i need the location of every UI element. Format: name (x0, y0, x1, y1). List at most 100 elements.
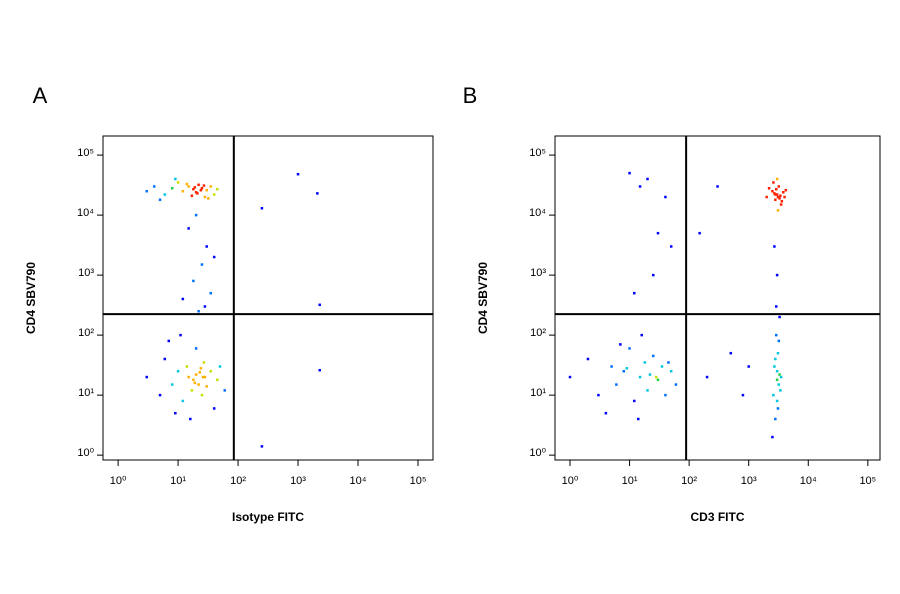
event-dot (652, 354, 655, 358)
event-dot (212, 193, 216, 196)
event-dot (776, 407, 780, 410)
event-dot (209, 370, 212, 373)
event-dot (765, 195, 768, 199)
event-dot (771, 435, 774, 439)
event-dot (194, 373, 198, 376)
event-dot (197, 183, 200, 187)
x-tick-label: 10⁵ (859, 475, 876, 487)
event-dot (637, 417, 640, 421)
event-dot (187, 375, 190, 379)
event-dot (669, 370, 673, 373)
event-dot (181, 297, 185, 301)
y-tick-label: 10⁰ (529, 447, 546, 459)
event-dot (640, 333, 643, 337)
event-dot (260, 445, 264, 448)
event-dot (773, 245, 776, 248)
event-dot (199, 188, 203, 192)
event-dot (775, 273, 779, 277)
event-dot (200, 393, 204, 397)
event-dot (205, 385, 208, 388)
event-dot (622, 370, 626, 373)
event-dot (698, 231, 701, 235)
event-dot (163, 193, 167, 196)
x-tick-label: 10⁴ (800, 475, 817, 487)
event-dot (775, 399, 779, 403)
event-dot (171, 383, 174, 386)
event-dot (778, 315, 781, 319)
event-dot (648, 373, 652, 376)
event-dot (654, 375, 658, 379)
event-dot (586, 357, 590, 361)
event-dot (729, 351, 733, 355)
event-dot (185, 365, 189, 368)
event-dot (200, 263, 204, 266)
y-tick-label: 10⁵ (77, 147, 94, 159)
event-dot (674, 383, 678, 386)
event-dot (216, 378, 219, 382)
event-dot (216, 187, 219, 191)
event-dot (187, 185, 190, 188)
event-dot (207, 197, 210, 200)
event-dot (218, 365, 222, 368)
event-dot (181, 399, 185, 403)
event-dot (203, 195, 207, 199)
event-dot (633, 399, 636, 403)
event-dot (163, 357, 167, 361)
event-dot (779, 389, 782, 392)
event-dot (771, 189, 774, 193)
event-dot (619, 343, 622, 346)
event-dot (158, 393, 162, 397)
event-dot (192, 378, 195, 382)
x-tick-label: 10⁰ (562, 475, 579, 487)
event-dot (203, 305, 207, 308)
event-dot (212, 407, 216, 410)
event-dot (196, 192, 199, 195)
event-dot (781, 191, 785, 194)
event-dot (775, 370, 779, 373)
event-dot (783, 195, 786, 199)
x-tick-label: 10¹ (170, 475, 186, 487)
event-dot (633, 291, 636, 295)
event-dot (176, 370, 180, 373)
y-tick-label: 10² (78, 327, 94, 339)
event-dot (212, 255, 216, 259)
event-dot (774, 417, 777, 421)
event-dot (664, 195, 667, 199)
event-dot (776, 351, 780, 355)
event-dot (202, 361, 206, 364)
event-dot (705, 375, 709, 379)
event-dot (194, 191, 198, 194)
event-dot (780, 200, 784, 203)
y-tick-label: 10¹ (78, 387, 94, 399)
x-tick-label: 10⁰ (110, 475, 127, 487)
y-tick-label: 10³ (530, 267, 546, 279)
event-dot (784, 188, 788, 192)
event-dot (767, 187, 771, 190)
y-tick-label: 10⁴ (77, 207, 94, 219)
event-dot (194, 347, 198, 350)
event-dot (176, 181, 180, 184)
event-dot (316, 192, 319, 195)
event-dot (652, 273, 655, 277)
x-tick-label: 10¹ (622, 475, 638, 487)
event-dot (779, 194, 782, 198)
event-dot (192, 187, 195, 191)
event-dot (747, 365, 750, 368)
event-dot (669, 245, 673, 248)
event-dot (171, 187, 174, 190)
event-dot (200, 187, 204, 190)
panel-label: B (463, 83, 478, 108)
event-dot (209, 291, 212, 295)
event-dot (202, 184, 206, 187)
event-dot (604, 411, 608, 415)
event-dot (209, 185, 212, 188)
event-dot (646, 177, 649, 181)
event-dot (205, 188, 208, 192)
event-dot (615, 383, 618, 386)
event-dot (174, 177, 177, 181)
event-dot (318, 368, 321, 372)
event-dot (145, 375, 148, 379)
y-tick-label: 10⁴ (529, 207, 546, 219)
event-dot (190, 194, 194, 198)
